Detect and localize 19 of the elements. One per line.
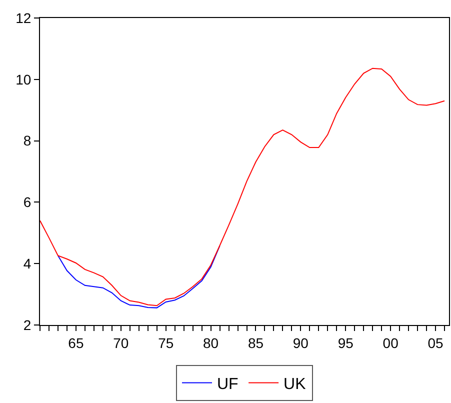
x-tick-label: 80 <box>203 334 219 351</box>
legend-label: UK <box>284 376 306 394</box>
x-tick-label: 90 <box>292 334 309 351</box>
x-tick-label: 85 <box>248 334 264 351</box>
x-tick-label: 00 <box>382 334 399 351</box>
x-tick-label: 70 <box>113 334 129 351</box>
y-tick-label: 6 <box>23 194 32 210</box>
y-tick-label: 10 <box>16 71 32 88</box>
y-tick-label: 8 <box>23 132 32 149</box>
x-tick-label: 05 <box>428 334 444 351</box>
x-tick-label: 95 <box>338 334 354 351</box>
x-tick-label: 65 <box>68 334 84 351</box>
y-tick-label: 2 <box>23 316 32 333</box>
line-series <box>57 245 220 308</box>
line-series <box>40 68 446 306</box>
y-tick-label: 12 <box>16 10 32 26</box>
legend-label: UF <box>217 376 239 394</box>
y-tick-label: 4 <box>23 256 32 272</box>
x-tick-label: 75 <box>158 334 174 351</box>
